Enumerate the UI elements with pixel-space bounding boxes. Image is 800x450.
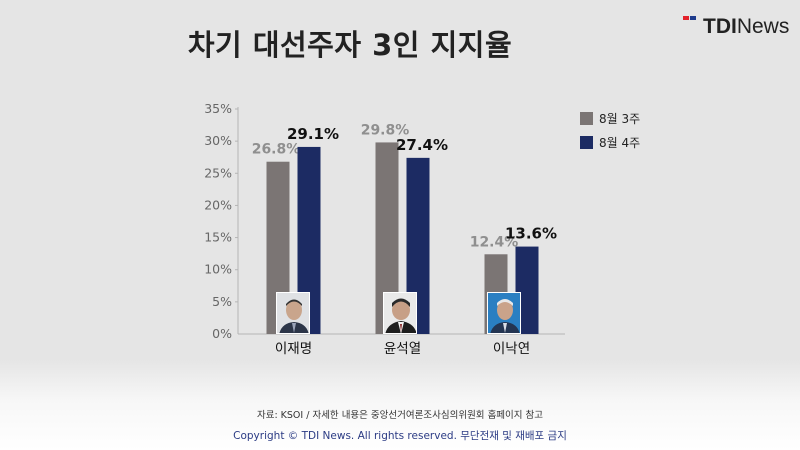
photo-icon-lee-nakyon <box>487 292 521 334</box>
legend-label-previous: 8월 3주 <box>599 111 641 126</box>
y-tick-label: 20% <box>204 197 232 212</box>
bar <box>297 146 321 334</box>
bar <box>375 142 399 334</box>
photo-icon-lee-jaemyung <box>276 292 310 334</box>
legend-label-current: 8월 4주 <box>599 135 641 150</box>
data-label: 29.1% <box>287 125 339 143</box>
brand-bold: TDI <box>703 15 737 38</box>
y-tick-label: 25% <box>204 165 232 180</box>
bar <box>515 246 539 334</box>
brand-mark-icon <box>683 16 701 38</box>
legend-swatch-current <box>580 135 593 149</box>
bottom-background <box>0 360 800 450</box>
brand-logo: TDINews <box>683 14 789 40</box>
chart-legend: 8월 3주 8월 4주 <box>580 110 640 158</box>
data-label: 29.8% <box>361 122 410 138</box>
footer-source: 자료: KSOI / 자세한 내용은 중앙선거여론조사심의위원회 홈페이지 참고 <box>256 410 544 421</box>
legend-swatch-previous <box>580 111 593 125</box>
y-tick-label: 15% <box>204 230 232 245</box>
footer-copyright: Copyright © TDI News. All rights reserve… <box>233 430 567 442</box>
data-label: 26.8% <box>252 142 301 158</box>
brand-light: News <box>736 15 790 38</box>
page-title: 차기 대선주자 3인 지지율 <box>187 28 513 62</box>
bar <box>406 157 430 334</box>
x-tick-label: 이낙연 <box>493 341 530 357</box>
y-tick-label: 5% <box>212 294 232 309</box>
x-tick-label: 이재명 <box>275 341 312 357</box>
x-tick-label: 윤석열 <box>384 341 421 357</box>
data-label: 12.4% <box>470 234 519 250</box>
y-tick-label: 30% <box>204 133 232 148</box>
data-label: 27.4% <box>396 136 448 154</box>
photo-icon-yoon-seokyeol <box>383 292 417 334</box>
y-tick-label: 10% <box>204 262 232 277</box>
bar <box>266 161 290 334</box>
legend-item-previous: 8월 3주 <box>580 110 640 126</box>
legend-item-current: 8월 4주 <box>580 134 640 150</box>
y-tick-label: 35% <box>204 101 232 116</box>
data-label: 13.6% <box>505 225 557 243</box>
y-tick-label: 0% <box>212 326 232 341</box>
